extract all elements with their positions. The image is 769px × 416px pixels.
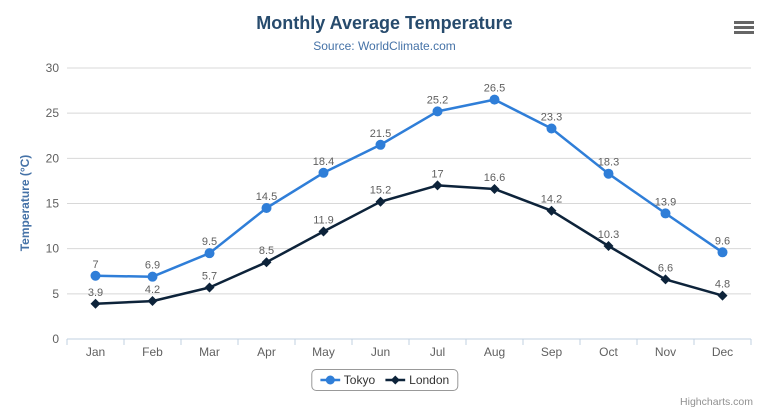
data-label-tokyo: 23.3	[541, 112, 562, 124]
data-label-tokyo: 9.6	[715, 235, 730, 247]
data-label-tokyo: 18.3	[598, 157, 619, 169]
legend-label-london: London	[409, 373, 450, 387]
y-axis-tick-label: 10	[46, 242, 60, 256]
x-axis-label: May	[312, 345, 335, 359]
data-label-tokyo: 26.5	[484, 83, 505, 95]
data-label-london: 15.2	[370, 185, 391, 197]
data-label-london: 8.5	[259, 245, 274, 257]
x-axis-label: Oct	[599, 345, 618, 359]
london-series-marker-icon	[385, 375, 406, 385]
x-axis-label: Feb	[142, 345, 163, 359]
data-point-tokyo[interactable]	[546, 123, 557, 134]
data-point-tokyo[interactable]	[375, 139, 386, 150]
data-label-london: 14.2	[541, 194, 562, 206]
x-axis-label: Jun	[371, 345, 390, 359]
chart-title: Monthly Average Temperature	[256, 13, 513, 33]
series-line-tokyo	[95, 98, 724, 278]
data-point-tokyo[interactable]	[489, 94, 500, 105]
legend-item-tokyo[interactable]: Tokyo	[319, 373, 376, 387]
data-point-tokyo[interactable]	[660, 208, 671, 219]
data-point-london[interactable]	[603, 240, 614, 251]
data-point-tokyo[interactable]	[432, 106, 443, 117]
data-point-tokyo[interactable]	[603, 168, 614, 179]
data-point-tokyo[interactable]	[717, 247, 728, 258]
data-label-tokyo: 25.2	[427, 94, 448, 106]
data-label-tokyo: 21.5	[370, 128, 391, 140]
data-label-tokyo: 6.9	[145, 260, 160, 272]
data-point-london[interactable]	[261, 257, 272, 268]
export-menu-button[interactable]	[734, 21, 754, 34]
data-label-tokyo: 7	[92, 259, 98, 271]
data-point-london[interactable]	[489, 184, 500, 195]
hamburger-icon	[734, 21, 754, 24]
data-point-london[interactable]	[546, 205, 557, 216]
data-point-tokyo[interactable]	[318, 167, 329, 178]
data-label-london: 4.8	[715, 279, 730, 291]
data-label-london: 6.6	[658, 262, 673, 274]
data-point-london[interactable]	[318, 226, 329, 237]
legend: Tokyo London	[310, 369, 459, 391]
x-axis-label: Jul	[430, 345, 445, 359]
x-axis-label: Sep	[541, 345, 563, 359]
legend-label-tokyo: Tokyo	[343, 373, 376, 387]
data-point-london[interactable]	[90, 298, 101, 309]
data-label-london: 3.9	[88, 287, 103, 299]
data-point-london[interactable]	[717, 290, 728, 301]
data-point-tokyo[interactable]	[147, 271, 158, 282]
x-axis-label: Nov	[655, 345, 676, 359]
data-point-london[interactable]	[375, 196, 386, 207]
x-axis-label: Jan	[86, 345, 105, 359]
data-label-tokyo: 13.9	[655, 196, 676, 208]
legend-item-london[interactable]: London	[385, 373, 449, 387]
data-point-london[interactable]	[660, 274, 671, 285]
data-point-tokyo[interactable]	[90, 270, 101, 281]
hamburger-icon	[734, 26, 754, 29]
y-axis-tick-label: 0	[52, 332, 59, 346]
y-axis-tick-label: 30	[46, 61, 60, 75]
x-axis-label: Mar	[199, 345, 220, 359]
y-axis-tick-label: 20	[46, 151, 60, 165]
data-point-london[interactable]	[147, 296, 158, 307]
data-label-tokyo: 9.5	[202, 236, 217, 248]
data-label-london: 4.2	[145, 284, 160, 296]
data-label-tokyo: 18.4	[313, 156, 334, 168]
data-point-london[interactable]	[204, 282, 215, 293]
data-label-london: 5.7	[202, 271, 217, 283]
data-label-london: 11.9	[313, 215, 334, 227]
hamburger-icon	[734, 31, 754, 34]
data-label-london: 16.6	[484, 172, 505, 184]
x-axis-label: Aug	[484, 345, 505, 359]
highcharts-credits-link[interactable]: Highcharts.com	[680, 396, 753, 408]
data-label-london: 17	[431, 168, 443, 180]
series-line-london	[95, 184, 723, 306]
x-axis-label: Dec	[712, 345, 733, 359]
data-point-tokyo[interactable]	[204, 248, 215, 259]
data-label-london: 10.3	[598, 229, 619, 241]
data-point-london[interactable]	[432, 180, 443, 191]
data-label-tokyo: 14.5	[256, 191, 277, 203]
y-axis-title: Temperature (°C)	[18, 154, 32, 252]
x-axis-label: Apr	[257, 345, 276, 359]
chart-subtitle: Source: WorldClimate.com	[313, 39, 456, 53]
tokyo-series-marker-icon	[319, 375, 340, 385]
data-point-tokyo[interactable]	[261, 203, 272, 214]
y-axis-tick-label: 25	[46, 106, 60, 120]
y-axis-tick-label: 5	[52, 287, 59, 301]
y-axis-tick-label: 15	[46, 197, 60, 211]
